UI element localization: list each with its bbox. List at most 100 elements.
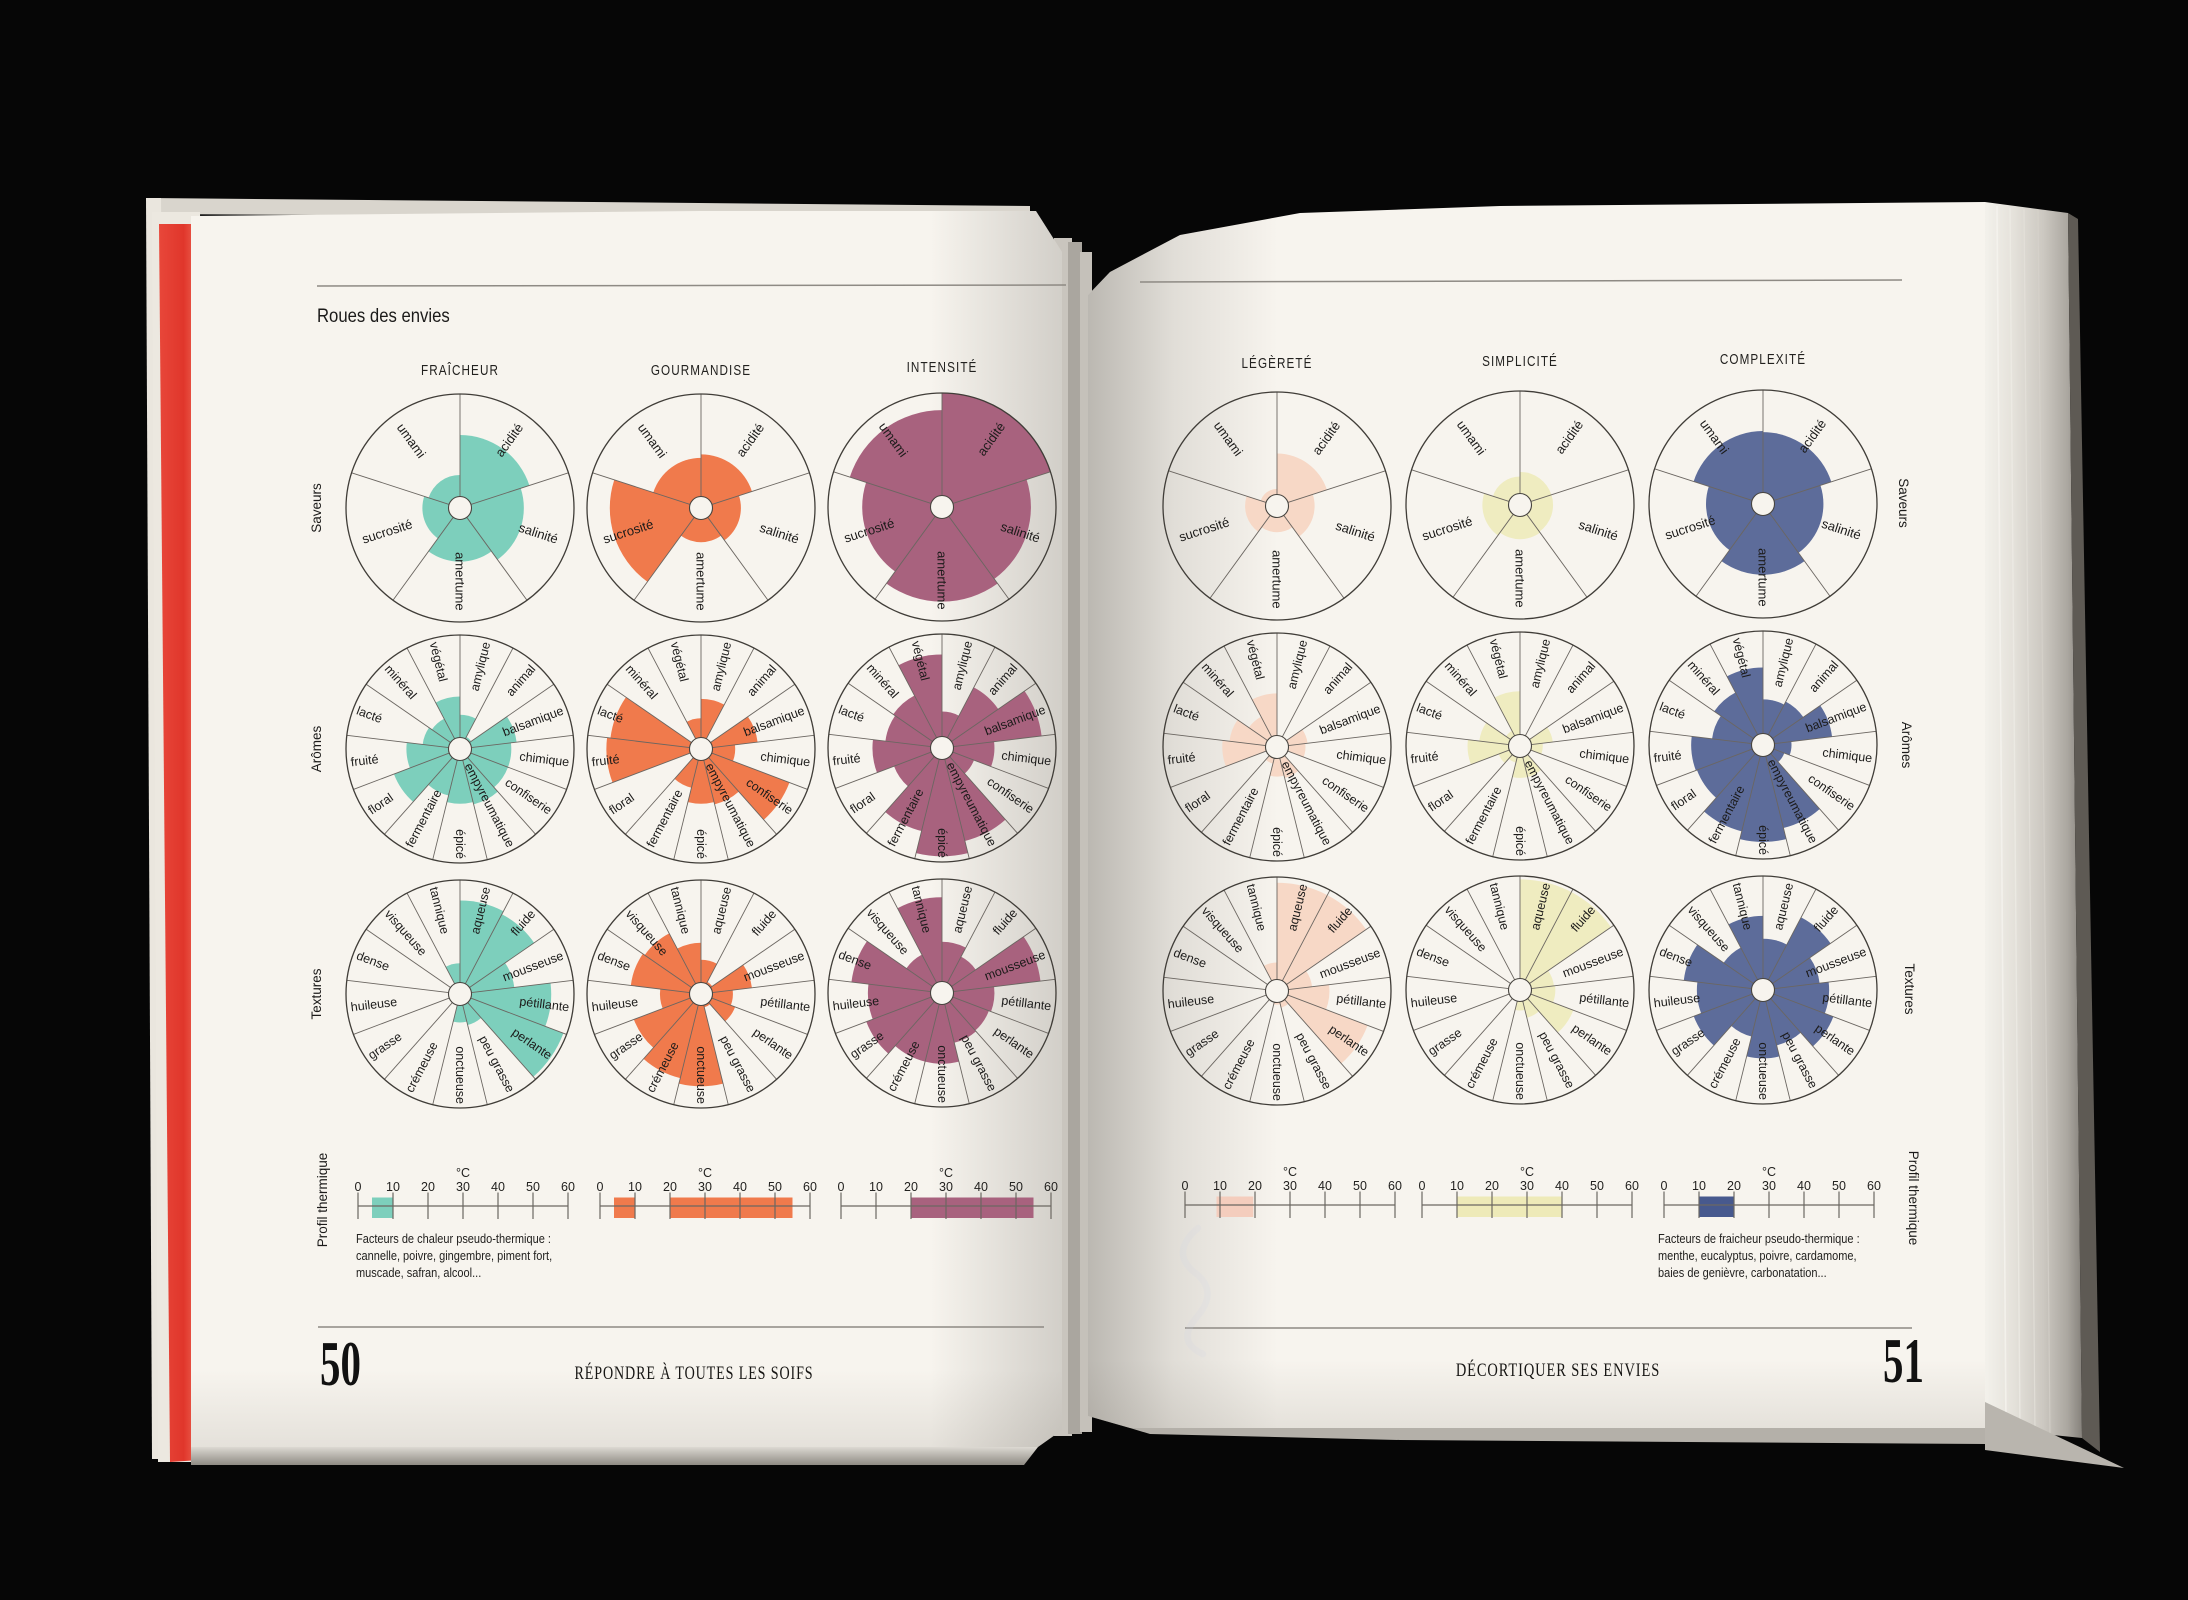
svg-text:amertume: amertume [694,552,709,611]
svg-text:fruité: fruité [591,752,620,769]
svg-text:amertume: amertume [1513,549,1528,608]
svg-text:40: 40 [1797,1179,1811,1193]
svg-text:épicé: épicé [694,829,708,859]
svg-text:60: 60 [1388,1179,1402,1193]
svg-text:COMPLEXITÉ: COMPLEXITÉ [1720,351,1806,368]
svg-text:0: 0 [355,1180,362,1194]
svg-text:DÉCORTIQUER SES ENVIES: DÉCORTIQUER SES ENVIES [1456,1359,1660,1380]
svg-text:20: 20 [904,1180,918,1194]
svg-text:chimique: chimique [519,749,570,769]
svg-text:30: 30 [1520,1179,1534,1193]
svg-text:huileuse: huileuse [350,995,398,1015]
svg-text:10: 10 [1692,1179,1706,1193]
svg-text:0: 0 [1661,1179,1668,1193]
svg-text:chimique: chimique [1336,747,1387,767]
svg-text:Saveurs: Saveurs [1896,478,1911,528]
svg-text:SIMPLICITÉ: SIMPLICITÉ [1482,353,1558,370]
svg-text:INTENSITÉ: INTENSITÉ [907,359,978,376]
svg-text:30: 30 [1762,1179,1776,1193]
svg-text:40: 40 [733,1180,747,1194]
svg-text:épicé: épicé [453,829,467,859]
svg-text:amertume: amertume [935,551,950,610]
svg-text:fruité: fruité [832,751,861,768]
svg-text:°C: °C [1283,1165,1297,1179]
svg-text:onctueuse: onctueuse [694,1046,708,1104]
svg-text:Facteurs de chaleur pseudo-the: Facteurs de chaleur pseudo-thermique : [356,1232,551,1246]
svg-text:50: 50 [320,1328,361,1399]
svg-text:50: 50 [1353,1179,1367,1193]
svg-text:fruité: fruité [1167,750,1196,767]
svg-text:0: 0 [597,1180,604,1194]
svg-text:huileuse: huileuse [1410,991,1458,1011]
svg-text:huileuse: huileuse [832,994,880,1014]
svg-text:épicé: épicé [1270,827,1284,857]
svg-text:muscade, safran, alcool...: muscade, safran, alcool... [356,1266,481,1280]
svg-text:20: 20 [663,1180,677,1194]
svg-text:°C: °C [456,1166,470,1180]
svg-text:50: 50 [1590,1179,1604,1193]
svg-text:FRAÎCHEUR: FRAÎCHEUR [421,362,499,379]
svg-text:51: 51 [1883,1325,1924,1396]
svg-text:amertume: amertume [1756,548,1771,607]
svg-text:chimique: chimique [1822,745,1873,765]
svg-text:chimique: chimique [760,749,811,769]
svg-text:pétillante: pétillante [519,994,570,1014]
svg-text:épicé: épicé [1756,825,1770,855]
svg-text:épicé: épicé [935,828,949,858]
svg-text:amertume: amertume [1270,550,1285,609]
svg-text:30: 30 [1283,1179,1297,1193]
svg-text:pétillante: pétillante [1822,990,1873,1010]
svg-text:Textures: Textures [309,968,324,1019]
svg-text:Profil thermique: Profil thermique [1906,1151,1921,1246]
svg-text:40: 40 [1318,1179,1332,1193]
svg-text:huileuse: huileuse [1653,991,1701,1011]
svg-text:20: 20 [1727,1179,1741,1193]
svg-text:onctueuse: onctueuse [1270,1043,1284,1101]
svg-text:huileuse: huileuse [591,995,639,1015]
svg-text:50: 50 [768,1180,782,1194]
svg-text:pétillante: pétillante [1001,993,1052,1013]
svg-text:pétillante: pétillante [760,994,811,1014]
svg-text:Saveurs: Saveurs [309,483,324,533]
svg-text:30: 30 [456,1180,470,1194]
svg-text:Arômes: Arômes [309,725,324,772]
svg-text:°C: °C [1762,1165,1776,1179]
svg-text:baies de genièvre, carbonatati: baies de genièvre, carbonatation... [1658,1266,1827,1280]
svg-text:°C: °C [698,1166,712,1180]
svg-text:60: 60 [1044,1180,1058,1194]
svg-text:60: 60 [803,1180,817,1194]
svg-text:Arômes: Arômes [1899,722,1914,769]
svg-text:fruité: fruité [1410,749,1439,766]
svg-text:LÉGÈRETÉ: LÉGÈRETÉ [1241,355,1312,372]
svg-text:RÉPONDRE À TOUTES LES SOIFS: RÉPONDRE À TOUTES LES SOIFS [575,1362,814,1384]
svg-text:Facteurs de fraicheur pseudo-t: Facteurs de fraicheur pseudo-thermique : [1658,1232,1860,1246]
svg-text:huileuse: huileuse [1167,992,1215,1012]
svg-text:Roues des envies: Roues des envies [317,305,450,326]
svg-text:onctueuse: onctueuse [935,1045,949,1103]
svg-text:10: 10 [628,1180,642,1194]
svg-text:60: 60 [1625,1179,1639,1193]
svg-text:pétillante: pétillante [1336,991,1387,1011]
svg-text:0: 0 [1419,1179,1426,1193]
svg-text:50: 50 [526,1180,540,1194]
svg-text:30: 30 [939,1180,953,1194]
svg-text:0: 0 [1182,1179,1189,1193]
svg-text:50: 50 [1832,1179,1846,1193]
svg-text:chimique: chimique [1579,746,1630,766]
svg-text:épicé: épicé [1513,826,1527,856]
svg-text:Profil thermique: Profil thermique [315,1153,330,1248]
svg-text:10: 10 [1213,1179,1227,1193]
svg-text:40: 40 [491,1180,505,1194]
svg-text:GOURMANDISE: GOURMANDISE [651,362,751,379]
svg-text:fruité: fruité [350,752,379,769]
svg-text:°C: °C [939,1166,953,1180]
svg-text:0: 0 [838,1180,845,1194]
svg-text:pétillante: pétillante [1579,990,1630,1010]
svg-text:onctueuse: onctueuse [1756,1042,1770,1100]
svg-text:60: 60 [1867,1179,1881,1193]
svg-text:fruité: fruité [1653,748,1682,765]
svg-text:20: 20 [421,1180,435,1194]
svg-text:Textures: Textures [1902,963,1917,1014]
svg-text:40: 40 [1555,1179,1569,1193]
svg-text:menthe, eucalyptus, poivre, ca: menthe, eucalyptus, poivre, cardamome, [1658,1249,1857,1263]
